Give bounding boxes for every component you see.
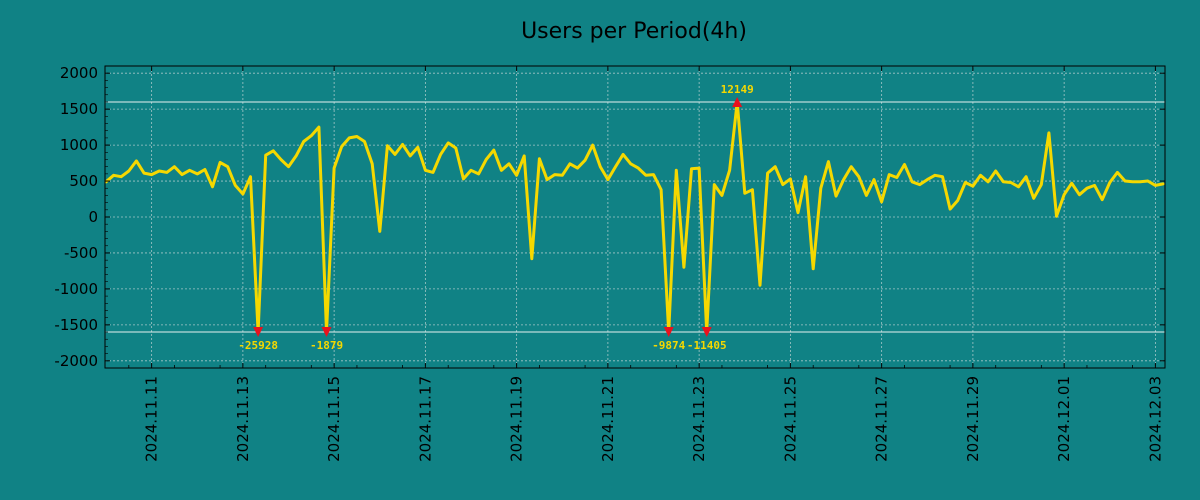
outlier-marker xyxy=(701,327,712,338)
x-tick-label: 2024.11.19 xyxy=(508,376,526,462)
series-layer xyxy=(104,100,1165,334)
chart-title: Users per Period(4h) xyxy=(521,19,747,44)
y-tick-label: 2000 xyxy=(60,64,98,82)
outlier-label: -1879 xyxy=(310,339,343,352)
x-tick-label: 2024.11.29 xyxy=(964,376,982,462)
y-tick-label: 1000 xyxy=(60,136,98,154)
y-axis: 2000 1500 1000 500 0 -500 -1000 -1500 -2000 xyxy=(54,64,1165,370)
outlier-label: 12149 xyxy=(721,83,754,96)
x-tick-label: 2024.11.25 xyxy=(781,376,799,462)
series-line-users xyxy=(104,100,1165,334)
outlier-label: -9874 xyxy=(652,339,685,352)
x-tick-label: 2024.11.13 xyxy=(234,376,252,462)
outlier-marker xyxy=(321,327,332,338)
x-tick-label: 2024.11.17 xyxy=(416,376,434,462)
x-tick-label: 2024.11.23 xyxy=(690,376,708,462)
outlier-marker xyxy=(732,96,743,107)
y-tick-label: -500 xyxy=(64,244,98,262)
y-tick-label: 1500 xyxy=(60,100,98,118)
clip-lines xyxy=(105,101,1165,333)
x-tick-label: 2024.12.03 xyxy=(1146,376,1164,462)
y-tick-label: -2000 xyxy=(54,352,98,370)
outlier-label: -25928 xyxy=(238,339,278,352)
outlier-marker xyxy=(253,327,264,338)
outlier-marker xyxy=(663,327,674,338)
y-tick-label: -1500 xyxy=(54,316,98,334)
grid xyxy=(105,66,1165,368)
x-tick-label: 2024.11.21 xyxy=(599,376,617,462)
x-tick-label: 2024.12.01 xyxy=(1055,376,1073,462)
marker-layer: -25928 -1879 -9874 -11405 12149 xyxy=(238,83,754,352)
x-tick-label: 2024.11.27 xyxy=(873,376,891,462)
y-tick-label: 0 xyxy=(88,208,98,226)
x-tick-label: 2024.11.11 xyxy=(143,376,161,462)
outlier-label: -11405 xyxy=(687,339,727,352)
y-tick-label: -1000 xyxy=(54,280,98,298)
x-axis: 2024.11.11 2024.11.13 2024.11.15 2024.11.17… xyxy=(128,66,1164,462)
x-tick-label: 2024.11.15 xyxy=(325,376,343,462)
y-tick-label: 500 xyxy=(69,172,98,190)
